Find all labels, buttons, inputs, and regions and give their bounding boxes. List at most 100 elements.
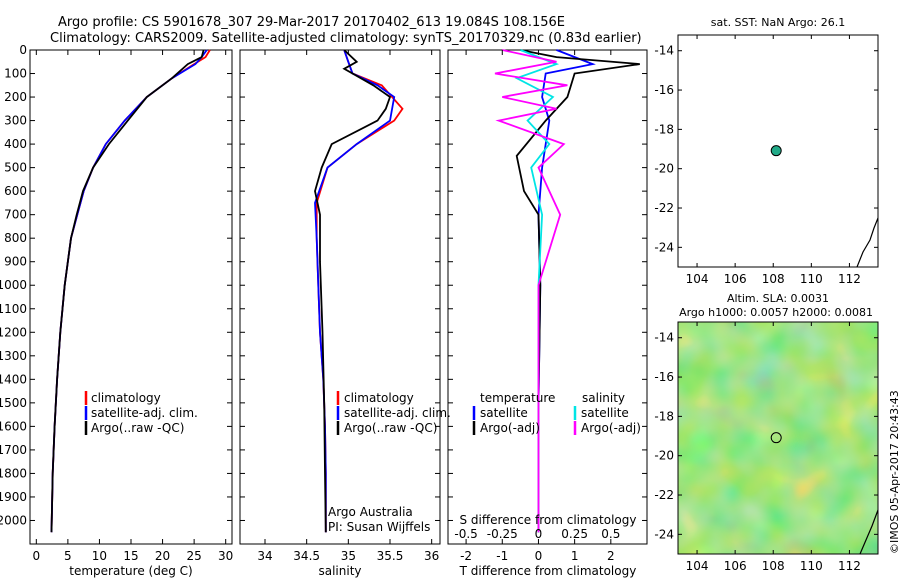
temperature-axes-frame: [29, 49, 233, 545]
x-tick-label: 34.5: [293, 549, 320, 563]
legend-head-temperature: temperature: [480, 391, 555, 405]
map-x-tick-label: 108: [762, 559, 785, 573]
y-tick-label: 100: [4, 67, 27, 81]
map-y-tick-label: -22: [654, 488, 674, 502]
map-x-tick-label: 106: [724, 559, 747, 573]
credit-text: ©IMOS 05-Apr-2017 20:43:43: [888, 390, 900, 554]
map-y-tick-label: -14: [654, 331, 674, 345]
x-tick-label: 35.5: [377, 549, 404, 563]
map-y-tick-label: -24: [654, 527, 674, 541]
float-annotation-line-1: Argo Australia: [328, 505, 413, 519]
sst-map-title: sat. SST: NaN Argo: 26.1: [711, 16, 845, 29]
salinity-panel: 34 34.5 35 35.5 36 salinity climatology sate…: [239, 49, 451, 578]
y-tick-label: 2000: [0, 513, 27, 527]
y-tick-label: 1300: [0, 349, 27, 363]
legend-label-climatology: climatology: [91, 391, 161, 405]
series-line-satellite: [314, 49, 396, 533]
y-tick-label: 500: [4, 161, 27, 175]
y-tick-label: 1400: [0, 372, 27, 386]
series-line-temp-satellite: [537, 49, 596, 533]
legend-label-temp-satellite: satellite: [480, 406, 528, 420]
s-tick-label: -0.5: [454, 527, 477, 541]
s-tick-label: 0.25: [561, 527, 588, 541]
x-tick-label: 35: [341, 549, 356, 563]
credit-vertical: ©IMOS 05-Apr-2017 20:43:43: [884, 376, 900, 556]
map-y-tick-label: -18: [654, 409, 674, 423]
map-y-tick-label: -20: [654, 449, 674, 463]
float-annotation-line-2: PI: Susan Wijffels: [328, 520, 430, 534]
x-tick-label: 2: [607, 549, 615, 563]
temperature-panel: 0 5 10 15 20 25 300100200300400500600700800900…: [0, 43, 233, 578]
y-tick-label: 1800: [0, 466, 27, 480]
x-tick-label: 25: [186, 549, 201, 563]
map-x-tick-label: 112: [838, 272, 861, 286]
map-x-tick-label: 106: [724, 272, 747, 286]
sla-map-subtitle: Argo h1000: 0.0057 h2000: 0.0081: [679, 306, 873, 319]
legend-label-temp-argo: Argo(-adj): [480, 421, 540, 435]
y-tick-label: 1000: [0, 278, 27, 292]
map-y-tick-label: -16: [654, 370, 674, 384]
map-x-tick-label: 104: [686, 559, 709, 573]
y-tick-label: 0: [19, 43, 27, 57]
y-tick-label: 700: [4, 208, 27, 222]
y-tick-label: 1200: [0, 325, 27, 339]
series-line-sal-argo: [494, 49, 568, 533]
argo-float-marker: [770, 432, 782, 444]
series-line-climatology: [50, 49, 211, 533]
y-tick-label: 800: [4, 231, 27, 245]
map-x-tick-label: 112: [838, 559, 861, 573]
legend-label-sal-argo: Argo(-adj): [581, 421, 641, 435]
x-tick-label: 10: [92, 549, 107, 563]
series-line-satellite: [50, 49, 208, 533]
legend-label-satellite: satellite-adj. clim.: [91, 406, 198, 420]
sla-map-coastline: [859, 509, 878, 554]
difference-axes-frame: [447, 49, 648, 545]
sla-map-title: Altim. SLA: 0.0031: [727, 292, 829, 305]
map-y-tick-label: -24: [654, 240, 674, 254]
sst-map-panel: sat. SST: NaN Argo: 26.1 104 106 108 110 112…: [654, 16, 879, 286]
sst-map-coastline: [856, 217, 879, 268]
s-tick-label: 0.5: [601, 527, 620, 541]
x-tick-label: 34: [257, 549, 272, 563]
salinity-legend: climatology satellite-adj. clim. Argo(..…: [336, 391, 451, 435]
series-line-argo: [50, 49, 205, 533]
x-tick-label: -2: [460, 549, 472, 563]
y-tick-label: 1500: [0, 396, 27, 410]
s-tick-label: 0: [535, 527, 543, 541]
map-y-tick-label: -20: [654, 162, 674, 176]
header-line-2: Climatology: CARS2009. Satellite-adjuste…: [50, 31, 642, 46]
x-tick-label: 20: [155, 549, 170, 563]
y-tick-label: 1700: [0, 443, 27, 457]
s-tick-label: -0.25: [487, 527, 518, 541]
x-tick-label: 5: [64, 549, 72, 563]
sla-map-panel: Altim. SLA: 0.0031 Argo h1000: 0.0057 h2…: [654, 292, 879, 573]
legend-label-sal-satellite: satellite: [581, 406, 629, 420]
difference-legend: temperature salinity satellite Argo(-adj…: [472, 391, 641, 435]
y-tick-label: 1100: [0, 302, 27, 316]
map-x-tick-label: 108: [762, 272, 785, 286]
map-y-tick-label: -14: [654, 44, 674, 58]
y-tick-label: 400: [4, 137, 27, 151]
x-tick-label: 0: [32, 549, 40, 563]
map-x-tick-label: 104: [686, 272, 709, 286]
header-line-1: Argo profile: CS 5901678_307 29-Mar-2017…: [58, 15, 565, 30]
x-tick-label: -1: [496, 549, 508, 563]
legend-label-satellite: satellite-adj. clim.: [344, 406, 451, 420]
series-line-temp-argo: [515, 49, 640, 533]
salinity-axes-frame: [239, 49, 441, 545]
legend-head-salinity: salinity: [582, 391, 625, 405]
map-x-tick-label: 110: [800, 272, 823, 286]
argo-float-marker: [770, 145, 782, 157]
sla-map-field: [678, 322, 878, 554]
salinity-xlabel: salinity: [318, 564, 361, 578]
temperature-legend: climatology satellite-adj. clim. Argo(..…: [84, 391, 198, 435]
legend-label-argo: Argo(..raw -QC): [91, 421, 184, 435]
y-tick-label: 1600: [0, 419, 27, 433]
sla-map-frame: [677, 321, 879, 555]
map-y-tick-label: -16: [654, 83, 674, 97]
y-tick-label: 900: [4, 255, 27, 269]
x-tick-label: 15: [123, 549, 138, 563]
difference-xlabel: T difference from climatology: [459, 564, 637, 578]
y-tick-label: 600: [4, 184, 27, 198]
temperature-xlabel: temperature (deg C): [69, 564, 192, 578]
